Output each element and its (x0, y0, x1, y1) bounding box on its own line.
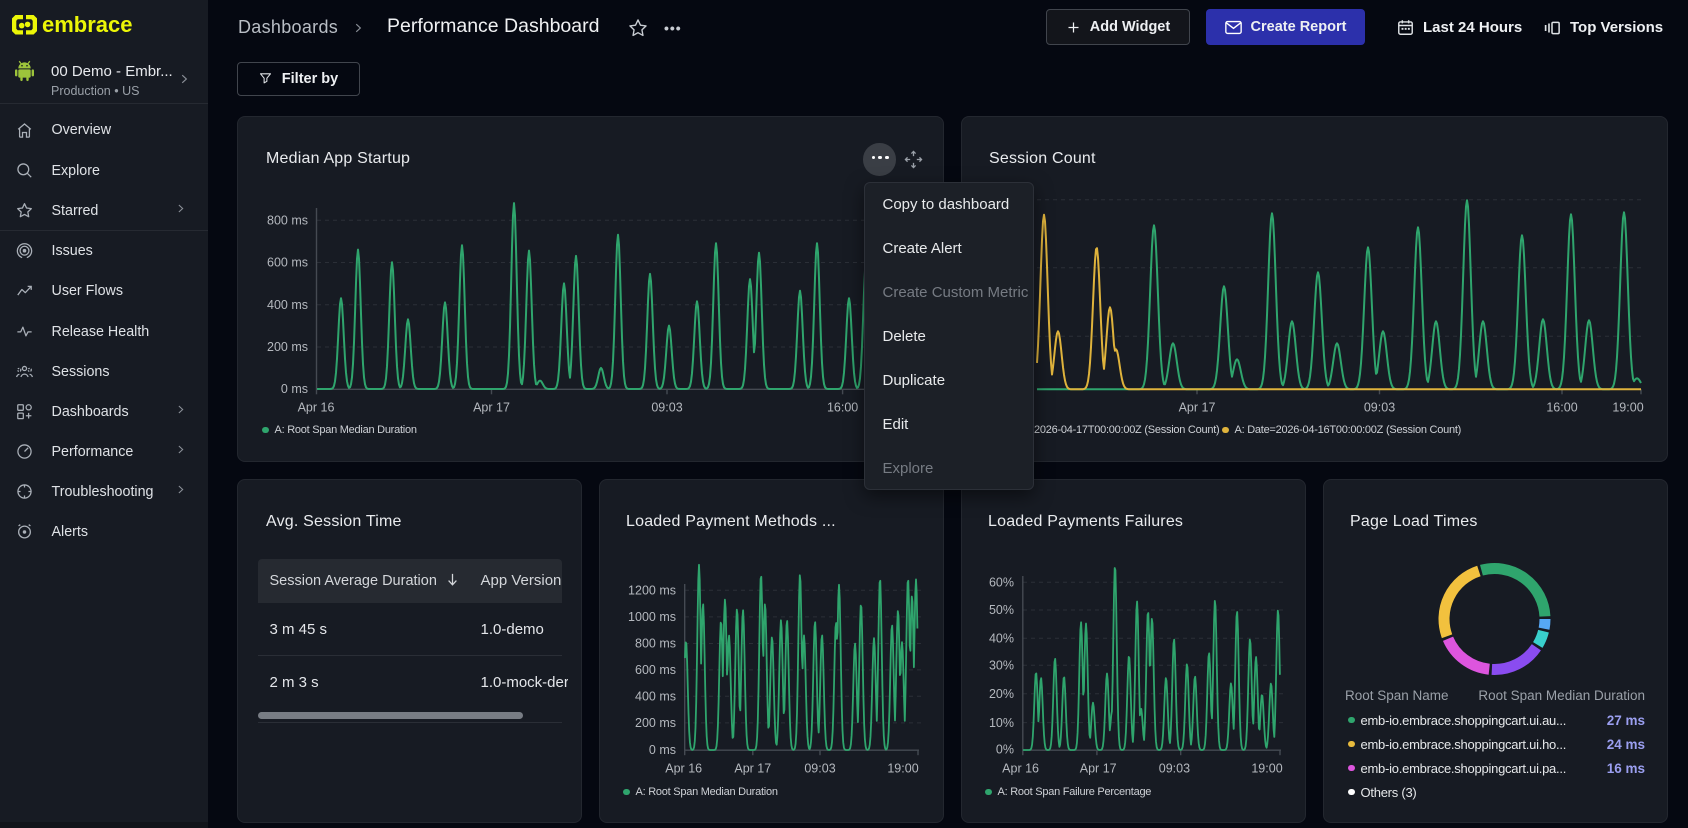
svg-text:09:03: 09:03 (804, 762, 835, 776)
svg-text:600 ms: 600 ms (267, 256, 308, 270)
svg-text:40%: 40% (989, 631, 1014, 645)
svg-text:16:00: 16:00 (827, 401, 858, 415)
svg-text:09:03: 09:03 (651, 401, 682, 415)
svg-text:60%: 60% (989, 576, 1014, 590)
svg-text:Apr 16: Apr 16 (298, 401, 335, 415)
svg-text:Apr 16: Apr 16 (665, 762, 702, 776)
svg-text:30%: 30% (989, 658, 1014, 672)
svg-text:09:03: 09:03 (1364, 401, 1395, 415)
svg-text:Apr 17: Apr 17 (734, 762, 771, 776)
svg-text:600 ms: 600 ms (635, 663, 676, 677)
svg-text:Apr 16: Apr 16 (1002, 762, 1039, 776)
svg-text:19:00: 19:00 (1251, 762, 1282, 776)
svg-text:0 ms: 0 ms (649, 743, 676, 757)
svg-text:20%: 20% (989, 687, 1014, 701)
svg-text:1000 ms: 1000 ms (628, 610, 676, 624)
svg-text:Apr 17: Apr 17 (1179, 401, 1216, 415)
svg-text:1200 ms: 1200 ms (628, 583, 676, 597)
svg-text:19:00: 19:00 (887, 762, 918, 776)
svg-text:19:00: 19:00 (1612, 401, 1643, 415)
svg-text:10%: 10% (989, 716, 1014, 730)
svg-text:16:00: 16:00 (1546, 401, 1577, 415)
svg-text:09:03: 09:03 (1159, 762, 1190, 776)
svg-text:400 ms: 400 ms (635, 690, 676, 704)
svg-text:Apr 17: Apr 17 (1080, 762, 1117, 776)
svg-text:50%: 50% (989, 603, 1014, 617)
svg-text:800 ms: 800 ms (267, 214, 308, 228)
svg-text:400 ms: 400 ms (267, 298, 308, 312)
svg-text:0 ms: 0 ms (281, 382, 308, 396)
svg-text:Apr 17: Apr 17 (473, 401, 510, 415)
svg-text:200 ms: 200 ms (267, 340, 308, 354)
svg-text:0%: 0% (996, 743, 1014, 757)
svg-text:800 ms: 800 ms (635, 637, 676, 651)
svg-text:200 ms: 200 ms (635, 716, 676, 730)
